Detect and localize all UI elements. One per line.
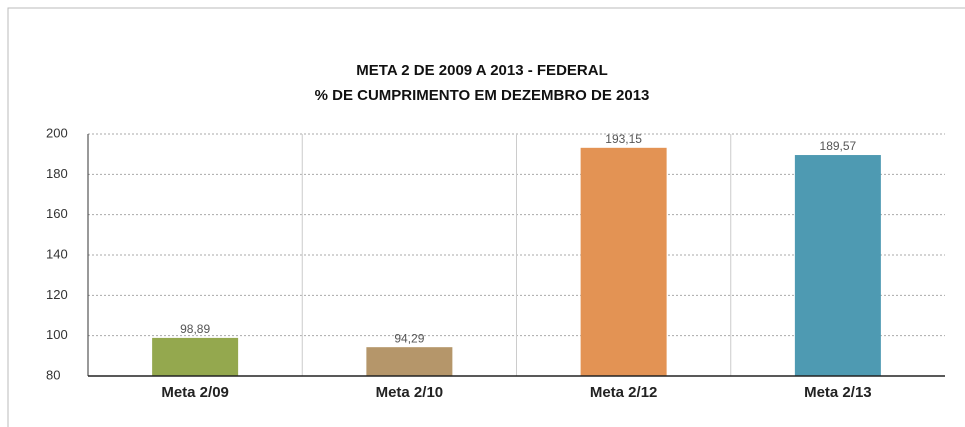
bar bbox=[152, 337, 239, 376]
x-tick-label: Meta 2/09 bbox=[161, 384, 229, 401]
chart-subtitle: % DE CUMPRIMENTO EM DEZEMBRO DE 2013 bbox=[315, 87, 650, 104]
y-tick-label: 140 bbox=[46, 246, 68, 261]
y-tick-label: 100 bbox=[46, 327, 68, 342]
y-tick-label: 120 bbox=[46, 287, 68, 302]
chart-title: META 2 DE 2009 A 2013 - FEDERAL bbox=[356, 62, 607, 79]
value-label: 98,89 bbox=[180, 322, 210, 336]
y-tick-label: 180 bbox=[46, 166, 68, 181]
bar bbox=[580, 147, 667, 376]
value-label: 94,29 bbox=[394, 331, 424, 345]
x-tick-label: Meta 2/12 bbox=[590, 384, 658, 401]
x-tick-label: Meta 2/10 bbox=[376, 384, 444, 401]
y-tick-label: 80 bbox=[46, 367, 60, 382]
frame bbox=[7, 7, 965, 427]
value-label: 193,15 bbox=[605, 132, 642, 146]
y-tick-label: 200 bbox=[46, 125, 68, 140]
x-tick-label: Meta 2/13 bbox=[804, 384, 872, 401]
y-tick-label: 160 bbox=[46, 206, 68, 221]
value-label: 189,57 bbox=[820, 139, 857, 153]
bar bbox=[366, 347, 453, 376]
bar bbox=[794, 155, 881, 376]
